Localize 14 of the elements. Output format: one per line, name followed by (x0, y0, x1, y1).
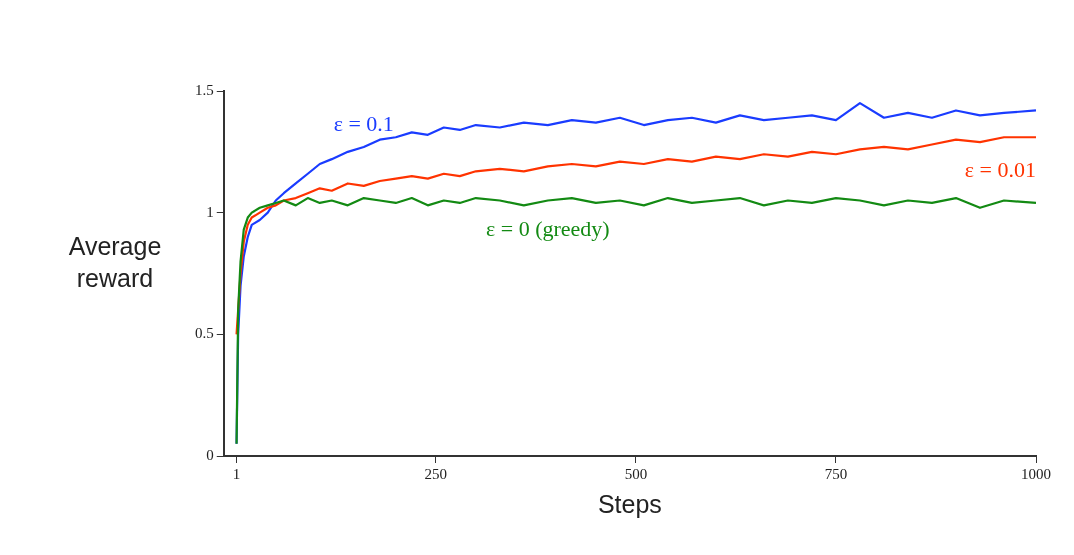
y-tick-label: 1.5 (195, 81, 214, 98)
y-tick-label: 0.5 (195, 325, 214, 342)
x-tick-label: 750 (824, 465, 848, 482)
series-label: ε = 0.01 (964, 157, 1036, 183)
series-label: ε = 0 (greedy) (486, 216, 610, 242)
y-tick-label: 0 (206, 446, 214, 463)
x-tick-label: 500 (624, 465, 648, 482)
y-axis-title: Average reward (67, 231, 163, 294)
x-tick-label: 250 (424, 465, 448, 482)
y-tick-label: 1 (206, 203, 214, 220)
x-tick-label: 1 (232, 465, 241, 482)
x-tick-label: 1000 (1021, 465, 1051, 482)
x-axis-title: Steps (597, 489, 662, 518)
series-label: ε = 0.1 (333, 110, 394, 136)
